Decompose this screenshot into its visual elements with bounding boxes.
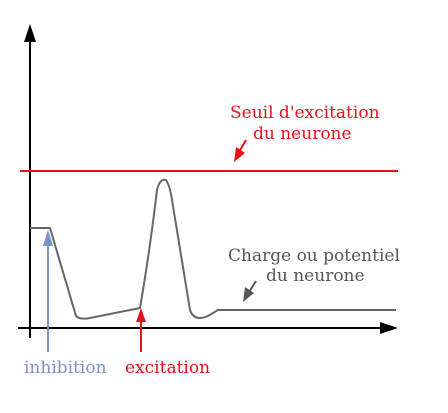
threshold-label-line1: Seuil d'excitation <box>230 103 380 123</box>
charge-curve <box>30 178 396 320</box>
y-axis <box>24 24 36 338</box>
excitation-label: excitation <box>125 358 210 378</box>
charge-label-arrow <box>243 280 257 302</box>
inhibition-arrow <box>43 230 53 352</box>
threshold-label-line2: du neurone <box>253 124 352 144</box>
x-axis <box>18 322 398 334</box>
excitation-arrow <box>136 308 146 352</box>
charge-label-line1: Charge ou potentiel <box>228 246 400 266</box>
inhibition-label: inhibition <box>24 358 107 378</box>
charge-label-line2: du neurone <box>266 266 365 286</box>
threshold-label-arrow <box>234 139 247 162</box>
